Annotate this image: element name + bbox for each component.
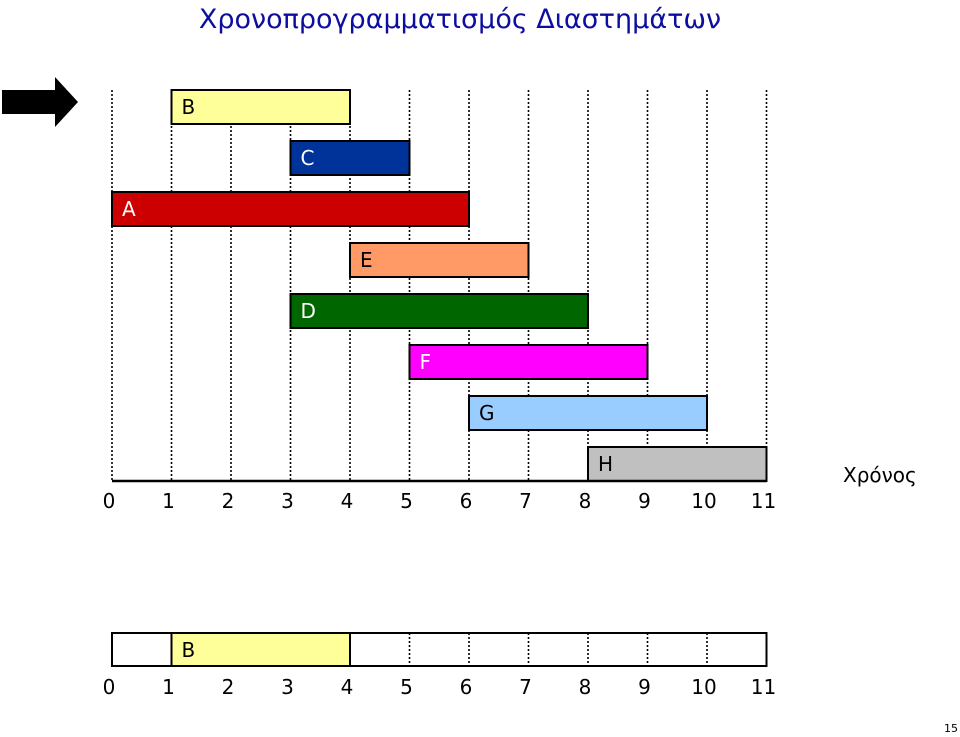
selected-tick-label: 0 (103, 675, 116, 699)
selected-tick-label: 1 (162, 675, 175, 699)
interval-bar-h (587, 446, 768, 482)
slide-title: Χρονοπρογραμματισμός Διαστημάτων (199, 4, 721, 35)
selected-bar-b (170, 632, 351, 667)
selected-tick-label: 8 (579, 675, 592, 699)
selected-tick-label: 7 (519, 675, 532, 699)
interval-bar-f (408, 344, 649, 380)
selected-timeline-axis: 0 1 2 3 4 5 6 7 8 9 10 11 (103, 675, 777, 699)
selected-label-b: B (182, 638, 196, 662)
time-tick-label: 3 (281, 489, 294, 513)
time-tick-label: 9 (638, 489, 651, 513)
time-axis: 0 1 2 3 4 5 6 7 8 9 10 11 (103, 479, 776, 513)
selected-tick-label: 6 (460, 675, 473, 699)
interval-bar-d (289, 293, 589, 329)
interval-label-g: G (479, 401, 495, 425)
interval-bars: B C A E D F G H (111, 89, 768, 482)
interval-bar-c (289, 140, 411, 176)
selected-tick-label: 4 (341, 675, 354, 699)
interval-label-h: H (598, 452, 613, 476)
interval-bar-e (349, 242, 530, 278)
interval-label-b: B (182, 95, 196, 119)
time-tick-label: 5 (400, 489, 413, 513)
interval-label-c: C (301, 146, 315, 170)
interval-bar-g (468, 395, 708, 431)
time-axis-label: Χρόνος (843, 463, 917, 487)
time-tick-label: 8 (579, 489, 592, 513)
time-tick-label: 0 (103, 489, 116, 513)
selected-tick-label: 3 (281, 675, 294, 699)
time-tick-label: 6 (460, 489, 473, 513)
interval-bar-b (170, 89, 351, 125)
interval-bar-a (111, 191, 470, 227)
interval-label-f: F (420, 350, 432, 374)
selected-tick-label: 5 (400, 675, 413, 699)
selected-tick-label: 2 (222, 675, 235, 699)
time-tick-label: 10 (691, 489, 716, 513)
current-interval-arrow-icon (2, 77, 78, 127)
selected-tick-label: 9 (638, 675, 651, 699)
selected-tick-label: 11 (751, 675, 776, 699)
time-tick-label: 11 (751, 489, 776, 513)
selected-intervals-timeline: B (111, 632, 768, 667)
selected-tick-label: 10 (691, 675, 716, 699)
time-tick-label: 7 (519, 489, 532, 513)
time-tick-label: 4 (341, 489, 354, 513)
time-tick-label: 1 (162, 489, 175, 513)
interval-label-e: E (360, 248, 373, 272)
page-number: 15 (944, 722, 958, 735)
time-tick-label: 2 (222, 489, 235, 513)
interval-label-a: A (122, 197, 136, 221)
interval-label-d: D (301, 299, 316, 323)
